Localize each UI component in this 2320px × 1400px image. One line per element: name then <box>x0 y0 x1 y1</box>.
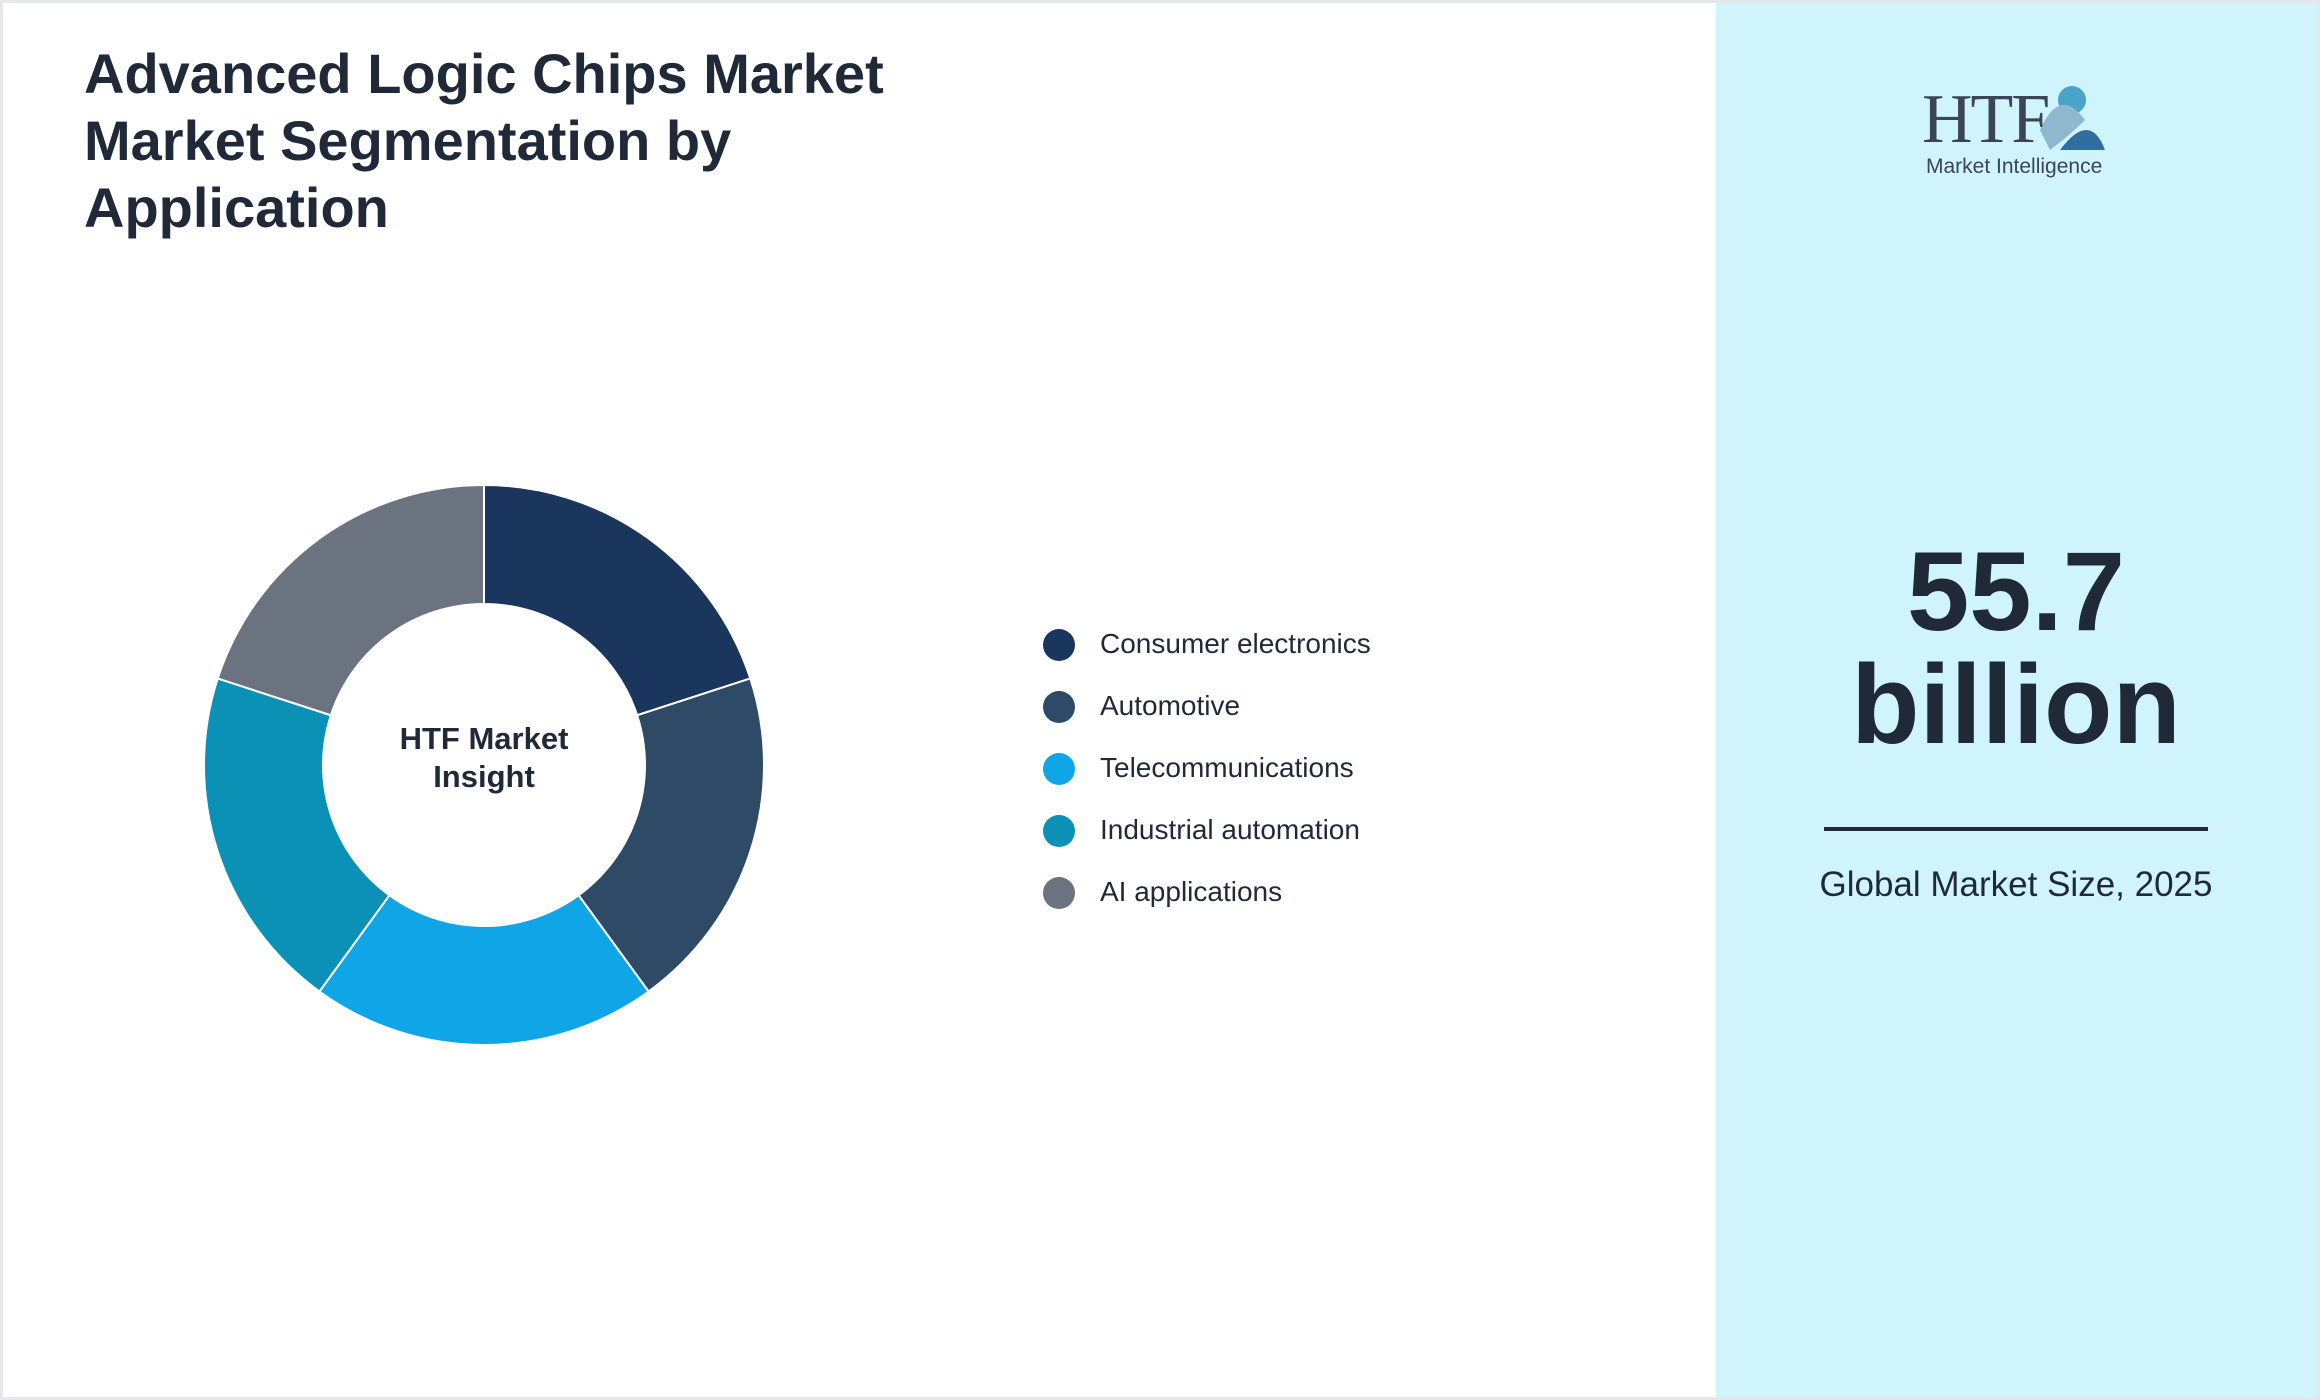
legend-marker <box>1043 691 1075 723</box>
logo-icon <box>2040 86 2105 150</box>
donut-segment <box>203 677 391 993</box>
divider <box>1824 827 2208 831</box>
legend-label: Telecommunications <box>1100 752 1354 783</box>
donut-segment <box>577 677 765 993</box>
legend-label: Automotive <box>1100 690 1241 721</box>
legend-label: Consumer electronics <box>1100 628 1371 659</box>
legend-marker <box>1043 629 1075 661</box>
legend-label: Industrial automation <box>1100 814 1360 845</box>
side-panel <box>1716 3 2317 1397</box>
legend-label: AI applications <box>1100 876 1283 907</box>
market-size: 55.7 billion <box>1851 529 2181 767</box>
logo-name: HTF <box>1922 81 2050 158</box>
legend-marker <box>1043 753 1075 785</box>
donut-segment <box>216 483 485 717</box>
donut-segment <box>483 483 752 717</box>
market-size-caption: Global Market Size, 2025 <box>1819 865 2213 904</box>
legend-marker <box>1043 877 1075 909</box>
logo-tagline: Market Intelligence <box>1926 155 2103 178</box>
chart-title: Advanced Logic Chips Market Market Segme… <box>84 42 884 239</box>
donut-segment <box>318 893 650 1047</box>
center-label: HTF Market Insight <box>399 721 569 794</box>
legend-marker <box>1043 815 1075 847</box>
